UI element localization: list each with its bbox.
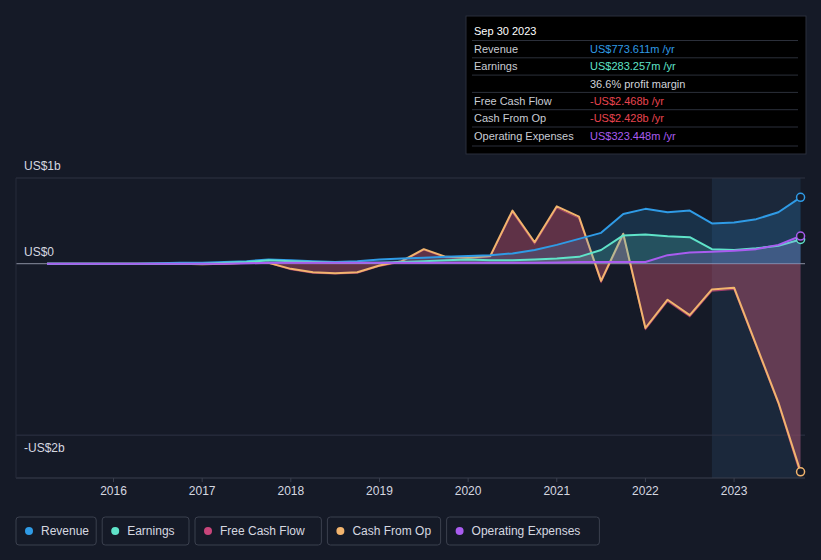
tooltip-separator: [472, 75, 798, 76]
legend-item: [447, 517, 600, 545]
background: [0, 0, 821, 560]
tooltip-separator: [472, 40, 798, 41]
tooltip-value: -US$2.428b /yr: [590, 112, 664, 124]
grid-line: [16, 435, 805, 436]
x-tick: [645, 478, 646, 482]
x-axis-line: [16, 478, 805, 479]
legend: Revenue Earnings Free Cash Flow Cash From O…: [16, 517, 599, 545]
x-tick: [734, 478, 735, 482]
tooltip-value: US$323.448m /yr: [590, 130, 676, 142]
series-line: [47, 235, 801, 264]
y-tick-label: US$0: [24, 245, 54, 259]
x-tick-label: 2018: [277, 484, 304, 498]
tooltip-value: -US$2.468b /yr: [590, 95, 664, 107]
legend-item: [195, 517, 321, 545]
x-tick: [556, 478, 557, 482]
end-marker: [797, 193, 805, 201]
x-tick: [468, 478, 469, 482]
x-tick: [290, 478, 291, 482]
legend-label: Earnings: [127, 524, 174, 538]
series-area: [47, 235, 801, 264]
legend-swatch: [111, 527, 119, 535]
series-line: [47, 206, 801, 472]
x-tick-label: 2020: [455, 484, 482, 498]
end-marker: [797, 468, 805, 476]
tooltip-value: 36.6% profit margin: [590, 78, 685, 90]
legend-label: Revenue: [41, 524, 89, 538]
legend-label: Free Cash Flow: [220, 524, 305, 538]
series-area: [47, 206, 801, 472]
legend-item: [327, 517, 440, 545]
tooltip-label: Earnings: [474, 60, 518, 72]
plot-area: [47, 197, 801, 475]
tooltip-label: Cash From Op: [474, 112, 546, 124]
series-line: [47, 236, 801, 264]
tooltip: Sep 30 2023 Revenue US$773.611m /yr Earning…: [466, 16, 806, 154]
x-tick: [202, 478, 203, 482]
x-tick: [379, 478, 380, 482]
legend-swatch: [456, 527, 464, 535]
x-tick-label: 2023: [721, 484, 748, 498]
legend-item: [102, 517, 189, 545]
grid-line: [16, 178, 805, 179]
legend-swatch: [204, 527, 212, 535]
y-tick-label: US$1b: [24, 159, 61, 173]
tooltip-label: Operating Expenses: [474, 130, 574, 142]
series-line: [47, 197, 801, 263]
y-tick-label: -US$2b: [24, 441, 65, 455]
tooltip-separator: [472, 109, 798, 110]
tooltip-separator: [472, 127, 798, 128]
series-area: [47, 236, 801, 264]
x-tick-label: 2021: [543, 484, 570, 498]
legend-label: Operating Expenses: [472, 524, 581, 538]
series-area: [47, 208, 801, 475]
chart: US$1b US$0 -US$2b 2016 2017 2018 2019 2020 2021 2…: [0, 0, 821, 560]
legend-swatch: [25, 527, 33, 535]
x-tick-label: 2016: [100, 484, 127, 498]
legend-swatch: [336, 527, 344, 535]
tooltip-label: Revenue: [474, 43, 518, 55]
tooltip-title: Sep 30 2023: [474, 25, 536, 37]
end-marker: [797, 232, 805, 240]
x-tick: [113, 478, 114, 482]
tooltip-box: [466, 16, 806, 154]
tooltip-separator: [472, 57, 798, 58]
tooltip-value: US$283.257m /yr: [590, 60, 676, 72]
series-line: [47, 208, 801, 475]
series-area: [47, 197, 801, 263]
tooltip-value: US$773.611m /yr: [590, 43, 675, 55]
tooltip-separator: [472, 146, 798, 147]
y-axis-line: [16, 178, 17, 478]
legend-item: [16, 517, 96, 545]
tooltip-label: Free Cash Flow: [474, 95, 552, 107]
x-tick-label: 2019: [366, 484, 393, 498]
tooltip-separator: [472, 92, 798, 93]
x-tick-label: 2017: [189, 484, 216, 498]
x-tick-label: 2022: [632, 484, 659, 498]
legend-label: Cash From Op: [352, 524, 431, 538]
end-markers: [797, 193, 805, 475]
